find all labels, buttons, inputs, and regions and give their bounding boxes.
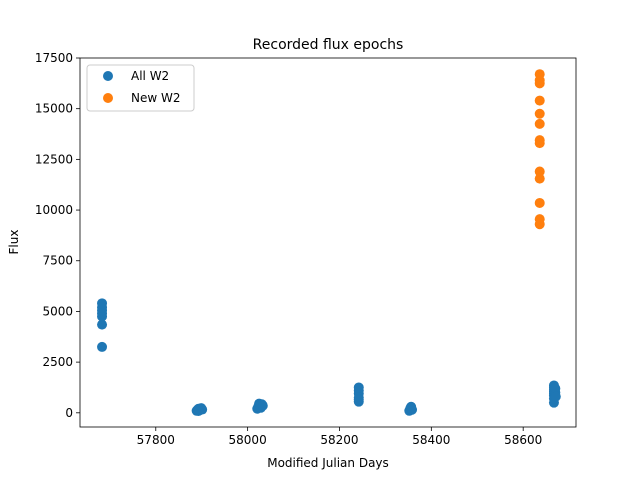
- y-tick-label: 2500: [42, 355, 73, 369]
- data-point: [534, 214, 545, 225]
- x-axis: 57800 58000 58200 58400 58600: [137, 427, 542, 447]
- x-tick-label: 58600: [504, 433, 542, 447]
- data-point: [534, 166, 545, 177]
- data-point: [534, 108, 545, 119]
- data-point: [257, 400, 268, 411]
- data-point: [550, 383, 561, 394]
- legend-label-all-w2: All W2: [131, 69, 169, 83]
- legend-marker-new-w2: [103, 93, 113, 103]
- y-axis: 0 2500 5000 7500 10000 12500 15000 17500: [35, 51, 80, 420]
- data-point: [534, 69, 545, 80]
- legend-marker-all-w2: [103, 71, 113, 81]
- y-tick-label: 15000: [35, 102, 73, 116]
- legend-label-new-w2: New W2: [131, 91, 181, 105]
- legend-box: [86, 64, 195, 112]
- y-tick-label: 5000: [42, 304, 73, 318]
- y-axis-label: Flux: [7, 230, 21, 255]
- x-tick-label: 58400: [412, 433, 450, 447]
- data-point: [97, 341, 108, 352]
- x-axis-label: Modified Julian Days: [267, 456, 389, 470]
- data-point: [97, 319, 108, 330]
- data-point: [193, 405, 204, 416]
- data-point: [534, 118, 545, 129]
- data-point: [534, 95, 545, 106]
- x-tick-label: 58200: [320, 433, 358, 447]
- data-point: [405, 402, 416, 413]
- y-tick-label: 17500: [35, 51, 73, 65]
- y-tick-label: 10000: [35, 203, 73, 217]
- chart-title: Recorded flux epochs: [253, 37, 404, 53]
- data-point: [353, 382, 364, 393]
- data-point: [534, 197, 545, 208]
- data-point: [97, 298, 108, 309]
- x-tick-label: 57800: [137, 433, 175, 447]
- axes-frame: [79, 57, 577, 428]
- x-tick-label: 58000: [229, 433, 267, 447]
- data-point: [550, 391, 561, 402]
- data-point: [353, 394, 364, 405]
- y-tick-label: 12500: [35, 152, 73, 166]
- points-layer: [97, 69, 561, 416]
- y-tick-label: 0: [65, 406, 73, 420]
- legend: All W2 New W2: [86, 64, 195, 112]
- data-point: [534, 135, 545, 146]
- data-point: [534, 173, 545, 184]
- y-tick-label: 7500: [42, 254, 73, 268]
